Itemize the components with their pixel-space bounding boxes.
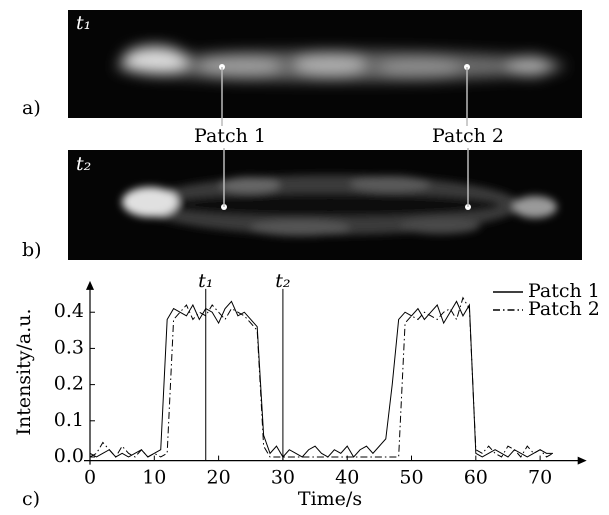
y-tick-label: 0.3 (54, 336, 84, 358)
y-tick-label: 0.4 (54, 300, 84, 322)
x-tick-label: 30 (271, 467, 295, 489)
panel-a-label: a) (22, 97, 41, 119)
panel-b-time: t₂ (76, 153, 91, 175)
x-tick-label: 60 (464, 467, 488, 489)
x-tick-label: 20 (207, 467, 231, 489)
x-tick-label: 0 (84, 467, 96, 489)
panel-b-label: b) (22, 239, 42, 261)
image-a (68, 10, 582, 118)
y-axis-arrow (86, 280, 94, 290)
panel-c-label: c) (22, 488, 40, 510)
y-tick-label: 0.0 (54, 445, 84, 467)
patch-label: Patch 2 (432, 125, 504, 147)
patch-label: Patch 1 (194, 125, 266, 147)
panel-a-time: t₁ (76, 12, 91, 34)
image-b (68, 150, 582, 260)
legend-label: Patch 2 (528, 298, 600, 320)
x-tick-label: 40 (335, 467, 359, 489)
patch-connectors (221, 67, 469, 207)
time-marker-label: t₂ (275, 270, 290, 292)
x-tick-label: 70 (528, 467, 552, 489)
series-line (89, 300, 553, 458)
x-axis-label: Time/s (298, 488, 362, 510)
time-marker-label: t₁ (198, 270, 213, 292)
legend-label: Patch 1 (528, 280, 600, 302)
y-axis-label: Intensity/a.u. (13, 308, 35, 435)
x-tick-label: 50 (399, 467, 423, 489)
x-tick-label: 10 (142, 467, 166, 489)
y-tick-label: 0.1 (54, 409, 84, 431)
x-axis-arrow (577, 456, 587, 465)
y-tick-label: 0.2 (54, 373, 84, 395)
series-line (89, 296, 554, 458)
